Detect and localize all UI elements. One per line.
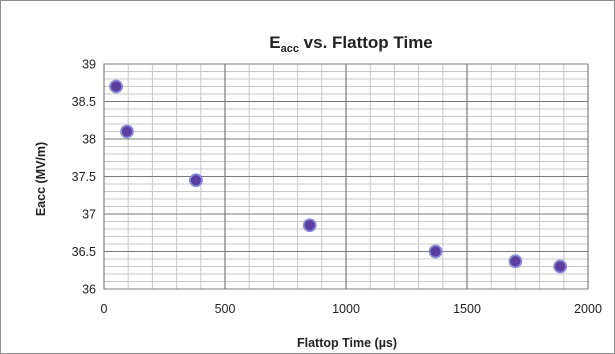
y-tick-label: 36.5 (72, 245, 96, 259)
x-tick-label: 2000 (574, 302, 602, 316)
x-tick-label: 0 (101, 302, 108, 316)
x-tick-label: 500 (215, 302, 236, 316)
x-tick-label: 1000 (332, 302, 360, 316)
x-tick-label: 1500 (453, 302, 481, 316)
y-tick-label: 38 (82, 133, 96, 147)
data-point (508, 254, 523, 269)
y-axis-tick-labels: 36 36.5 37 37.5 38 38.5 39 (72, 58, 96, 297)
data-point (189, 173, 203, 188)
chart-title: Eacc vs. Flattop Time (269, 33, 433, 55)
y-axis-title: Eacc (MV/m) (34, 142, 48, 216)
y-tick-label: 38.5 (72, 95, 96, 109)
data-point (109, 79, 123, 94)
plot-area (103, 63, 589, 290)
y-tick-label: 37 (82, 208, 96, 222)
y-tick-label: 39 (82, 58, 96, 72)
data-point (302, 218, 317, 233)
chart-title-main: E (269, 33, 280, 52)
x-axis-tick-labels: 0 500 1000 1500 2000 (101, 302, 602, 316)
data-point (553, 259, 568, 274)
chart-title-subscript: acc (281, 43, 299, 55)
data-points (109, 79, 568, 274)
y-tick-label: 36 (82, 283, 96, 297)
chart-title-rest: vs. Flattop Time (299, 33, 433, 52)
y-tick-label: 37.5 (72, 170, 96, 184)
data-point (428, 244, 443, 259)
data-point (120, 124, 134, 139)
x-axis-title: Flattop Time (µs) (297, 336, 397, 350)
